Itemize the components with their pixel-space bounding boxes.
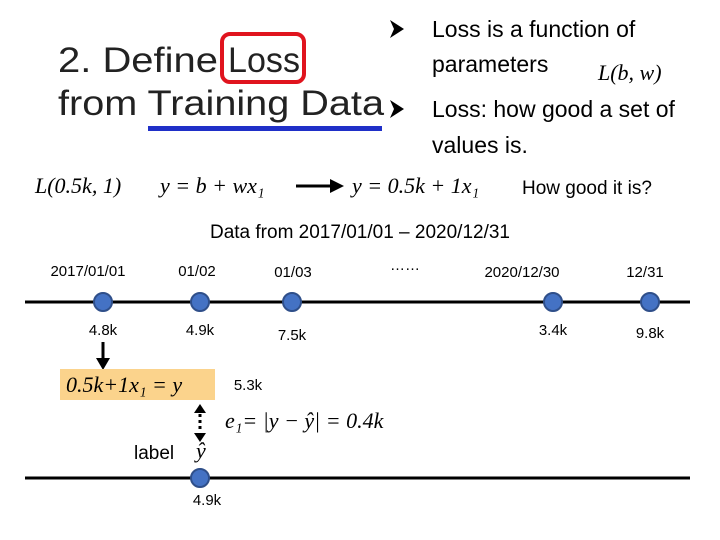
point [543,292,563,312]
point [282,292,302,312]
value: 4.8k [89,322,118,339]
bullet-text: values is. [432,132,528,158]
point [190,292,210,312]
title-loss: Loss [228,41,300,80]
formula: ŷ [194,438,206,463]
arrow-head [96,358,110,370]
value: 9.8k [636,325,665,342]
formula: L(0.5k, 1) [34,173,121,198]
bullet-text: parameters [432,51,548,77]
formula: 0.5k+1x₁ = y [66,372,182,397]
question: How good it is? [522,178,652,199]
formula: y = 0.5k + 1x₁ [350,173,479,198]
date: 12/31 [626,264,664,281]
value: 4.9k [186,322,215,339]
point [640,292,660,312]
ellipsis: …… [390,257,420,274]
bullet-text: Loss: how good a set of [432,96,676,122]
arrow-head [330,179,344,193]
bullet-text: Loss is a function of [432,16,636,42]
date: 01/03 [274,264,312,281]
value: 7.5k [278,327,307,344]
date: 2017/01/01 [50,263,125,280]
formula: L(b, w) [597,60,662,85]
output: 5.3k [234,377,263,394]
underline [148,126,382,131]
value: 3.4k [539,322,568,339]
formula: e₁= |y − ŷ| = 0.4k [225,408,385,433]
arrow-head [194,404,206,413]
equation-box [60,369,215,400]
formula: y = b + wx₁ [158,173,265,198]
date: 2020/12/30 [484,264,559,281]
point [190,468,210,488]
bullet-arrow [390,20,404,38]
label-text: label [134,443,174,464]
title-line1: 2. Define [58,41,218,80]
arrow-head [194,433,206,442]
point [93,292,113,312]
date: 01/02 [178,263,216,280]
value: 4.9k [193,492,222,509]
title-line2: from Training Data [58,84,385,123]
data-range: Data from 2017/01/01 – 2020/12/31 [210,222,510,243]
bullet-arrow [390,100,404,118]
loss-highlight [220,32,306,84]
